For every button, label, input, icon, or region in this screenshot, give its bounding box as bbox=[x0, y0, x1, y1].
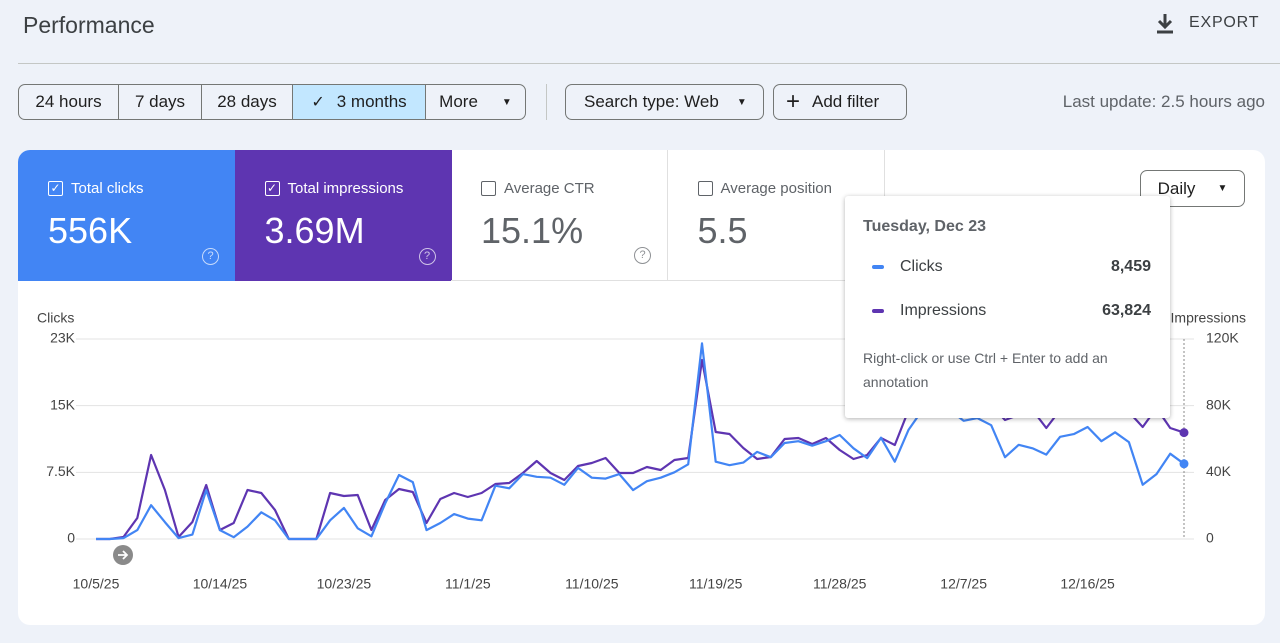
metric-label: Total impressions bbox=[287, 180, 404, 197]
x-tick-label: 10/14/25 bbox=[193, 576, 248, 592]
divider bbox=[18, 63, 1280, 64]
y-axis-title: Clicks bbox=[37, 310, 74, 326]
range-label: 28 days bbox=[217, 92, 277, 111]
metric-value: 5.5 bbox=[697, 210, 748, 251]
plus-icon: + bbox=[786, 88, 801, 115]
tooltip-hint: Right-click or use Ctrl + Enter to add a… bbox=[863, 350, 1108, 390]
hover-point bbox=[1179, 459, 1189, 469]
y-tick-label: 7.5K bbox=[46, 463, 75, 479]
granularity-dropdown[interactable]: Daily ▼ bbox=[1140, 170, 1245, 207]
x-tick-label: 12/16/25 bbox=[1060, 576, 1115, 592]
more-label: More bbox=[439, 92, 478, 111]
tooltip: Tuesday, Dec 23 Clicks 8,459 Impressions 63… bbox=[845, 196, 1170, 418]
range-label: 24 hours bbox=[35, 92, 102, 111]
annotation-arrow bbox=[118, 550, 129, 560]
range-option[interactable]: ✓ 3 months bbox=[293, 85, 426, 119]
tooltip-date: Tuesday, Dec 23 bbox=[863, 218, 987, 235]
metric-label: Average position bbox=[720, 180, 832, 197]
x-tick-label: 12/7/25 bbox=[940, 576, 987, 592]
separator bbox=[546, 84, 547, 120]
range-label: 7 days bbox=[134, 92, 186, 111]
export-button[interactable]: EXPORT bbox=[1155, 12, 1259, 34]
granularity-label: Daily bbox=[1157, 178, 1196, 198]
range-option[interactable]: 24 hours bbox=[19, 85, 119, 119]
y-tick-label: 23K bbox=[50, 330, 76, 346]
help-icon: ? bbox=[418, 248, 436, 265]
range-option[interactable]: 7 days bbox=[119, 85, 202, 119]
add-filter-label: Add filter bbox=[812, 92, 880, 111]
y2-axis-title: Impressions bbox=[1171, 310, 1246, 326]
y-tick-label: 15K bbox=[50, 396, 76, 412]
x-tick-label: 10/5/25 bbox=[73, 576, 120, 592]
x-tick-label: 11/10/25 bbox=[565, 576, 619, 592]
tooltip-row: Impressions 63,824 bbox=[872, 302, 1151, 320]
last-update: Last update: 2.5 hours ago bbox=[1062, 92, 1265, 111]
y2-tick-label: 80K bbox=[1206, 396, 1232, 412]
checkbox bbox=[697, 181, 713, 196]
x-tick-label: 11/1/25 bbox=[445, 576, 491, 592]
metric-label-row: ✓ Total impressions bbox=[264, 180, 404, 197]
metric-value: 15.1% bbox=[481, 210, 584, 251]
series-line bbox=[96, 342, 1185, 541]
checkbox: ✓ bbox=[48, 181, 63, 196]
series-value: 63,824 bbox=[1102, 302, 1151, 319]
check-icon: ✓ bbox=[311, 94, 325, 111]
dropdown-caret: ▼ bbox=[501, 96, 512, 108]
metric-value: 556K bbox=[48, 210, 133, 251]
more-button[interactable]: More ▼ bbox=[426, 85, 525, 119]
y2-tick-label: 40K bbox=[1206, 463, 1232, 479]
metric-label-row: ✓ Total clicks bbox=[48, 180, 144, 197]
range-selector: 24 hours 7 days 28 days ✓ 3 months More ▼ bbox=[18, 84, 526, 120]
help-icon: ? bbox=[202, 248, 219, 265]
hover-point bbox=[1179, 428, 1189, 438]
download-icon bbox=[1157, 14, 1173, 34]
help-icon: ? bbox=[634, 247, 651, 264]
series-value: 8,459 bbox=[1110, 258, 1151, 275]
metric-label-row: Average CTR bbox=[481, 180, 595, 197]
dropdown-caret: ▼ bbox=[736, 96, 747, 108]
metric-label: Total clicks bbox=[71, 180, 144, 197]
search-type-button[interactable]: Search type: Web ▼ bbox=[565, 84, 764, 120]
dropdown-caret: ▼ bbox=[1217, 183, 1228, 194]
range-label: 3 months bbox=[336, 92, 407, 111]
metric-label-row: Average position bbox=[697, 180, 832, 197]
x-tick-label: 11/28/25 bbox=[813, 576, 867, 592]
add-filter-button[interactable]: + Add filter bbox=[773, 84, 907, 120]
series-name: Clicks bbox=[900, 258, 943, 275]
export-label: EXPORT bbox=[1189, 14, 1260, 31]
tooltip-row: Clicks 8,459 bbox=[872, 258, 1151, 276]
metric-tile[interactable]: ✓ Total clicks 556K? bbox=[18, 150, 235, 281]
checkbox bbox=[481, 181, 496, 196]
checkbox: ✓ bbox=[264, 181, 280, 196]
y-tick-label: 0 bbox=[67, 530, 75, 546]
series-swatch bbox=[872, 265, 884, 269]
series-swatch bbox=[872, 309, 884, 313]
metric-label: Average CTR bbox=[504, 180, 595, 197]
range-option[interactable]: 28 days bbox=[202, 85, 293, 119]
metric-tile[interactable]: Average CTR 15.1%? bbox=[451, 150, 668, 281]
y2-tick-label: 120K bbox=[1206, 330, 1239, 346]
series-name: Impressions bbox=[900, 302, 987, 319]
x-tick-label: 10/23/25 bbox=[317, 576, 372, 592]
metric-value: 3.69M bbox=[264, 210, 365, 251]
y2-tick-label: 0 bbox=[1206, 530, 1214, 546]
metric-tile[interactable]: ✓ Total impressions 3.69M? bbox=[234, 150, 452, 281]
search-type-label: Search type: Web bbox=[584, 92, 719, 111]
x-tick-label: 11/19/25 bbox=[689, 576, 743, 592]
page-title: Performance bbox=[23, 12, 155, 38]
